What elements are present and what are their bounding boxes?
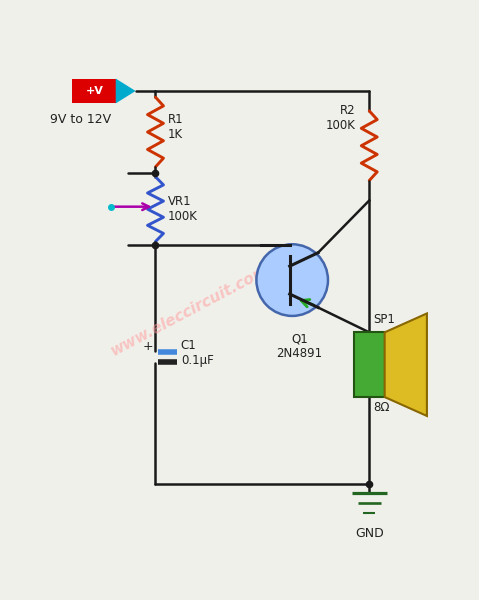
Text: 8Ω: 8Ω (373, 401, 390, 414)
Text: C1
0.1μF: C1 0.1μF (181, 339, 214, 367)
Text: SP1: SP1 (373, 313, 395, 326)
Text: www.eleccircuit.com: www.eleccircuit.com (108, 262, 272, 358)
Text: +: + (142, 340, 153, 353)
Polygon shape (385, 313, 427, 416)
Text: R1
1K: R1 1K (168, 113, 183, 141)
FancyBboxPatch shape (354, 332, 385, 397)
Text: VR1
100K: VR1 100K (168, 195, 198, 223)
Circle shape (256, 244, 328, 316)
Text: +V: +V (85, 86, 103, 96)
Polygon shape (116, 79, 136, 103)
Text: 9V to 12V: 9V to 12V (50, 113, 112, 127)
Text: R2
100K: R2 100K (325, 104, 355, 133)
FancyBboxPatch shape (72, 79, 116, 103)
Text: Q1
2N4891: Q1 2N4891 (276, 332, 323, 361)
Text: GND: GND (355, 527, 384, 540)
